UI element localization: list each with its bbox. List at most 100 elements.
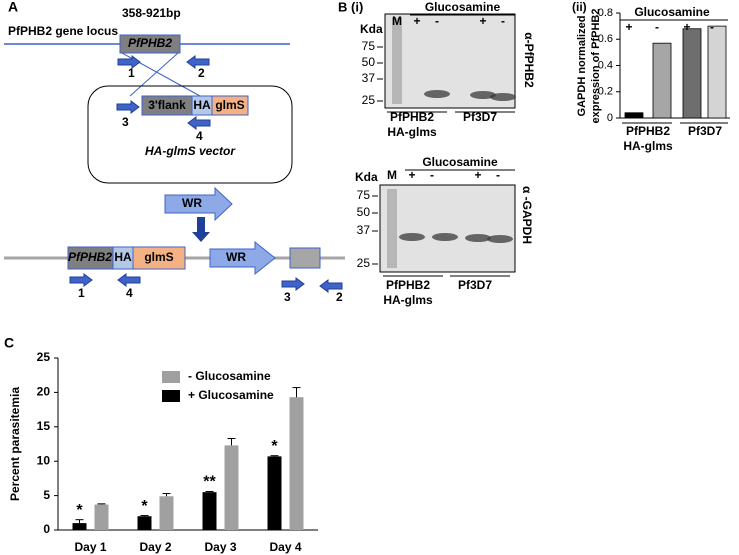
category-label: -: [710, 20, 714, 34]
primer-label: 2: [198, 66, 205, 80]
x-tick-label: Day 2: [139, 540, 171, 554]
gene-box: [289, 247, 321, 269]
bar: [707, 25, 727, 119]
group-label: Pf3D7: [458, 278, 492, 292]
primer-label: 4: [126, 286, 133, 300]
y-axis-label: expression of PfPHB2: [590, 9, 602, 124]
category-label: +: [625, 20, 632, 34]
y-tick-label: 10: [37, 453, 51, 467]
bar: [159, 496, 174, 530]
gene-label: PfPHB2: [68, 250, 112, 264]
flank-label: 3'flank: [148, 98, 186, 112]
group-label: PfPHB2: [386, 278, 430, 292]
marker-label: 75: [357, 188, 371, 202]
bar: [652, 42, 672, 119]
antibody-label: α-PfPHB2: [522, 32, 536, 88]
glms-box: [132, 246, 186, 270]
primer-label: 1: [128, 66, 135, 80]
blot-image: [384, 13, 516, 109]
y-axis-label: Percent parasitemia: [8, 387, 22, 501]
legend-label: - Glucosamine: [188, 369, 271, 383]
glms-box: [211, 95, 249, 116]
y-tick-label: 15: [37, 419, 51, 433]
primer-arrow: [281, 277, 305, 291]
panel-label: A: [8, 0, 18, 15]
significance: *: [271, 438, 278, 455]
significance: *: [141, 498, 148, 515]
bar: [289, 397, 304, 530]
group-label: Pf3D7: [688, 124, 722, 138]
gene-label: PfPHB2: [128, 36, 172, 50]
ha-label: HA: [114, 250, 132, 264]
glms-label: glmS: [144, 250, 173, 264]
wr-arrow: [164, 186, 233, 222]
x-tick-label: Day 4: [269, 540, 301, 554]
primer-label: 3: [284, 290, 291, 304]
y-tick-label: 5: [43, 488, 50, 502]
y-tick-label: 0: [607, 112, 613, 124]
primer-arrow: [117, 55, 141, 69]
bp-label: 358-921bp: [122, 6, 181, 20]
y-tick-label: 0.8: [598, 7, 613, 19]
marker-label: 25: [357, 256, 371, 270]
primer-label: 1: [78, 286, 85, 300]
blot-band: [490, 93, 516, 101]
category-label: +: [683, 20, 690, 34]
gene-box: [119, 34, 181, 54]
group-label: PfPHB2: [626, 124, 670, 138]
lane-label: -: [501, 14, 505, 28]
panel-label: C: [4, 335, 14, 351]
wr-label: WR: [226, 250, 246, 264]
y-tick-label: 0.2: [598, 86, 613, 98]
marker-label: 25: [362, 93, 376, 107]
blot-header: Glucosamine: [425, 0, 501, 14]
crossover: [129, 52, 179, 97]
primer-arrow: [116, 100, 140, 114]
x-tick-label: Day 3: [204, 540, 236, 554]
lane-label: M: [387, 168, 397, 182]
bar: [682, 28, 702, 119]
bar: [202, 492, 217, 530]
blot-band: [470, 91, 496, 99]
bar: [94, 504, 109, 530]
marker-label: 50: [362, 55, 376, 69]
lane-label: -: [435, 14, 439, 28]
marker-label: 50: [357, 205, 371, 219]
group-label: Pf3D7: [463, 110, 497, 124]
unit-label: Kda: [360, 22, 383, 36]
primer-arrow: [186, 55, 210, 69]
ladder: [392, 18, 402, 104]
primer-label: 4: [196, 129, 203, 143]
significance: *: [76, 502, 83, 519]
y-tick-label: 0.4: [598, 59, 613, 71]
wr-label: WR: [182, 196, 202, 210]
chart-header: Glucosamine: [634, 5, 710, 19]
blot-band: [487, 235, 513, 243]
vector-outline: [87, 85, 293, 184]
group-label: HA-glms: [383, 293, 433, 307]
y-tick-label: 0.6: [598, 33, 613, 45]
marker-label: 75: [362, 39, 376, 53]
primer-label: 2: [336, 290, 343, 304]
y-axis-label: GAPDH normalized: [576, 16, 588, 117]
group-label: PfPHB2: [390, 110, 434, 124]
group-label: HA-glms: [387, 125, 437, 139]
lane-label: +: [413, 14, 420, 28]
blot-band: [424, 90, 450, 98]
blot-image: [379, 184, 516, 273]
primer-arrow: [319, 279, 343, 293]
y-tick-label: 0: [43, 522, 50, 536]
primer-arrow: [117, 273, 141, 287]
primer-arrow: [69, 273, 93, 287]
bar: [72, 523, 87, 530]
significance: **: [203, 474, 216, 491]
lane-label: M: [392, 14, 402, 28]
lane-label: -: [496, 168, 500, 182]
panel-label: B (i): [338, 0, 363, 14]
vector-label: HA-glmS vector: [145, 144, 236, 158]
blot-header: Glucosamine: [422, 155, 498, 169]
y-tick-label: 25: [37, 350, 51, 364]
down-arrow: [192, 217, 210, 242]
legend-swatch: [162, 390, 180, 402]
